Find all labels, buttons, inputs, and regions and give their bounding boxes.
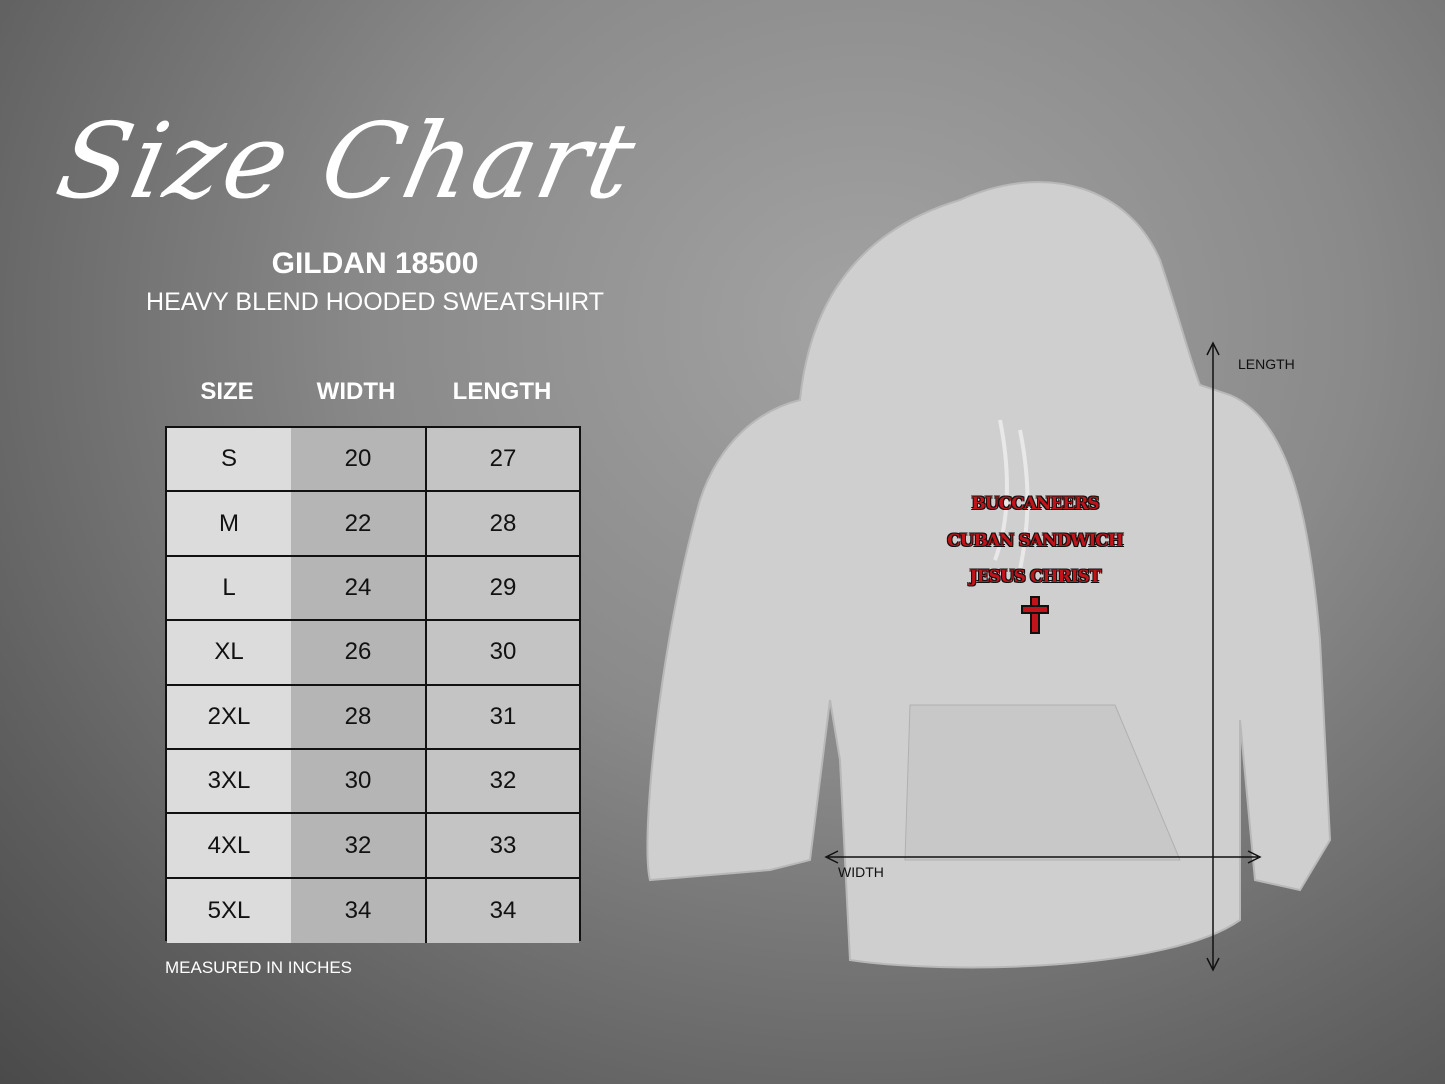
header-length: LENGTH xyxy=(452,378,552,405)
table-row: 3XL 30 32 xyxy=(167,749,579,815)
cell-size: 2XL xyxy=(167,685,291,748)
size-table: S 20 27 M 22 28 L 24 29 XL 26 30 2XL 28 31 3XL 30 32 4XL 32… xyxy=(165,426,581,944)
table-row: XL 26 30 xyxy=(167,621,579,686)
cell-size: S xyxy=(167,428,291,491)
cell-length: 34 xyxy=(427,878,579,944)
cell-length: 32 xyxy=(427,749,579,813)
header-size: SIZE xyxy=(200,378,254,405)
header-width: WIDTH xyxy=(316,378,396,405)
cell-length: 31 xyxy=(427,685,579,748)
cell-length: 29 xyxy=(427,556,579,620)
drawstring xyxy=(993,419,1030,571)
cell-size: 4XL xyxy=(167,814,291,877)
print-line-1: BUCCANEERS xyxy=(971,494,1099,514)
width-label: WIDTH xyxy=(838,864,884,880)
table-row: M 22 28 xyxy=(167,492,579,557)
table-row: 2XL 28 31 xyxy=(167,685,579,750)
cell-length: 27 xyxy=(427,428,579,491)
measurement-note: MEASURED IN INCHES xyxy=(165,958,353,977)
cell-size: 5XL xyxy=(167,878,291,944)
length-label: LENGTH xyxy=(1238,356,1295,372)
cell-width: 28 xyxy=(291,685,427,748)
table-row: S 20 27 xyxy=(167,428,579,493)
print-line-2: CUBAN SANDWICH xyxy=(947,531,1124,551)
width-arrow xyxy=(824,850,1262,864)
product-name: HEAVY BLEND HOODED SWEATSHIRT xyxy=(146,288,604,316)
cell-width: 24 xyxy=(291,556,427,620)
cell-size: L xyxy=(167,556,291,620)
table-row: L 24 29 xyxy=(167,556,579,622)
cross-icon xyxy=(1021,596,1049,634)
cell-length: 30 xyxy=(427,621,579,684)
length-arrow xyxy=(1206,341,1220,972)
brand-model: GILDAN 18500 xyxy=(271,247,479,280)
cell-width: 26 xyxy=(291,621,427,684)
hoodie-body xyxy=(646,181,1332,969)
cell-width: 34 xyxy=(291,878,427,944)
print-line-3: JESUS CHRIST xyxy=(969,567,1102,587)
cell-size: XL xyxy=(167,621,291,684)
table-row: 4XL 32 33 xyxy=(167,814,579,879)
cell-length: 28 xyxy=(427,492,579,555)
cell-width: 20 xyxy=(291,428,427,491)
cell-size: M xyxy=(167,492,291,555)
cell-width: 22 xyxy=(291,492,427,555)
cell-width: 30 xyxy=(291,749,427,813)
hoodie-pocket xyxy=(904,704,1181,861)
cell-length: 33 xyxy=(427,814,579,877)
cell-size: 3XL xyxy=(167,749,291,813)
table-row: 5XL 34 34 xyxy=(167,878,579,944)
cell-width: 32 xyxy=(291,814,427,877)
